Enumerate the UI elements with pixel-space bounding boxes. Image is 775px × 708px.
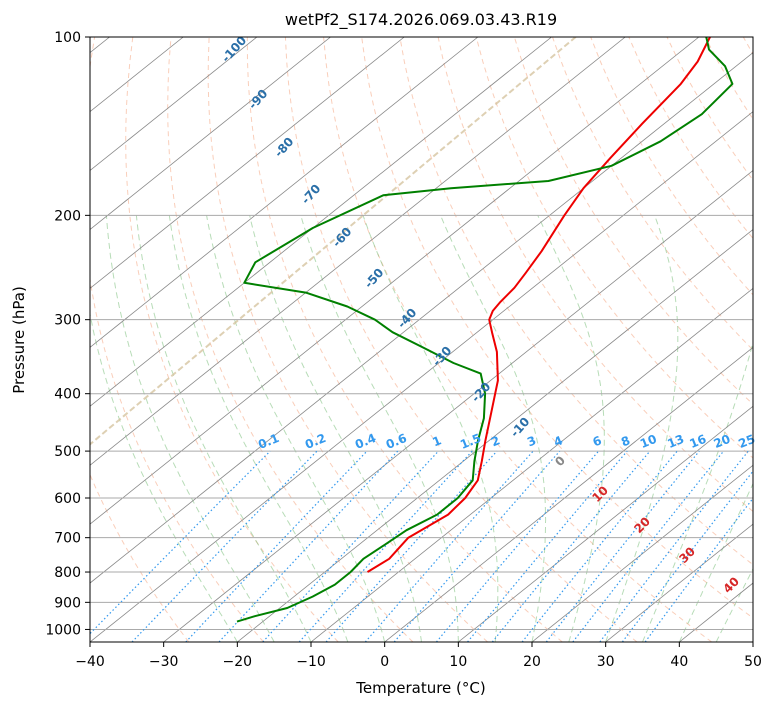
- x-tick-label: 40: [670, 654, 688, 670]
- mixing-ratio-line: [298, 450, 473, 642]
- dry-adiabat-line: [399, 37, 753, 566]
- mixing-ratio-label: 25: [736, 432, 757, 451]
- isotherm-line: [163, 170, 753, 642]
- isotherm-line: [90, 37, 258, 172]
- moist-adiabat-line: [249, 215, 422, 642]
- mixing-ratio-line: [90, 450, 271, 635]
- x-tick-label: −10: [296, 654, 326, 670]
- y-tick-label: 1000: [45, 622, 81, 638]
- plot-frame: [89, 36, 754, 643]
- dry-adiabat-line: [552, 37, 753, 351]
- y-tick-label: 900: [54, 595, 81, 611]
- moist-adiabat-line: [168, 215, 349, 642]
- dry-adiabat-line: [90, 473, 190, 642]
- freezing-curve: [90, 37, 577, 446]
- x-tick-label: 0: [380, 654, 389, 670]
- moist-adiabat-line: [90, 311, 238, 642]
- moist-adiabat-line: [678, 482, 753, 642]
- dry-adiabat-line: [361, 37, 753, 619]
- dry-adiabat-line: [207, 37, 488, 642]
- isotherm-line: [90, 111, 753, 642]
- x-tick-label: −30: [149, 654, 179, 670]
- mixing-ratio-line: [218, 450, 399, 642]
- y-axis-label: Pressure (hPa): [10, 286, 28, 394]
- y-tick-label: 200: [54, 208, 81, 224]
- mixing-ratio-label: 13: [665, 432, 686, 451]
- mixing-ratio-label: 16: [687, 432, 708, 451]
- moist-adiabat-line: [605, 215, 679, 642]
- mixing-ratio-line: [467, 450, 628, 642]
- isotherm-line: [384, 346, 753, 642]
- isotherm-line: [90, 37, 552, 407]
- mixing-ratio-line: [435, 450, 600, 642]
- mixing-ratio-label: 10: [638, 432, 659, 451]
- x-tick-label: −20: [223, 654, 253, 670]
- moist-adiabat-line: [537, 215, 605, 642]
- x-tick-label: 20: [523, 654, 541, 670]
- x-tick-label: 50: [744, 654, 762, 670]
- y-tick-label: 400: [54, 387, 81, 403]
- profile-lines: [236, 37, 734, 623]
- mixing-ratio-line: [521, 450, 678, 642]
- x-tick-label: 30: [597, 654, 615, 670]
- mixing-ratio-line: [621, 470, 753, 642]
- x-axis: −40 −30 −20 −10 0 10 20 30 40 50: [75, 642, 762, 670]
- mixing-ratio-line: [131, 450, 318, 642]
- mixing-ratio-line: [185, 450, 368, 642]
- mixing-ratio-line: [545, 450, 700, 642]
- y-tick-label: 300: [54, 313, 81, 329]
- isotherm-line: [90, 37, 405, 289]
- isotherm-line: [237, 228, 753, 642]
- y-tick-label: 100: [54, 30, 81, 46]
- mixing-ratio-line: [262, 450, 439, 642]
- x-tick-label: −40: [75, 654, 105, 670]
- moist-adiabat-line: [642, 340, 753, 642]
- dry-adiabat-line: [246, 37, 563, 642]
- mixing-ratio-line: [325, 450, 498, 642]
- x-axis-label: Temperature (°C): [355, 679, 485, 697]
- x-tick-label: 10: [449, 654, 467, 670]
- y-axis: 100 200 300 400 500 600 700 800 900 1000: [45, 30, 90, 638]
- temperature-line: [366, 37, 711, 573]
- isotherm-line: [90, 37, 626, 466]
- moist-adiabat-line: [206, 215, 386, 642]
- mixing-ratio-line: [599, 450, 749, 642]
- isotherm-line: [90, 37, 331, 230]
- isotherm-line: [310, 287, 753, 642]
- mixing-ratio-label: 20: [712, 432, 733, 451]
- y-tick-label: 500: [54, 444, 81, 460]
- moist-adiabat-line: [300, 215, 459, 642]
- y-tick-label: 700: [54, 531, 81, 547]
- dewpoint-line: [236, 37, 734, 623]
- isotherm-line: [90, 52, 753, 584]
- dry-adiabat-line: [323, 37, 713, 642]
- moist-adiabat-line: [105, 215, 275, 642]
- dry-adiabat-line: [437, 37, 753, 513]
- isotherm-line: [90, 37, 479, 348]
- chart-title: wetPf2_S174.2026.069.03.43.R19: [285, 10, 557, 30]
- isotherm-line: [90, 37, 700, 525]
- mixing-ratio-line: [644, 497, 753, 642]
- dry-adiabat-line: [513, 37, 753, 405]
- mixing-ratio-line: [491, 450, 651, 642]
- y-tick-label: 800: [54, 565, 81, 581]
- y-tick-label: 600: [54, 491, 81, 507]
- moist-adiabat-line: [362, 215, 499, 642]
- isotherm-line: [458, 405, 753, 642]
- moist-adiabat-line: [715, 567, 753, 642]
- moist-adiabat-line: [440, 215, 547, 642]
- dry-adiabat-line: [590, 37, 753, 296]
- isotherm-line: [531, 464, 753, 642]
- isotherm-line: [605, 523, 753, 642]
- mixing-ratio-line: [364, 450, 534, 642]
